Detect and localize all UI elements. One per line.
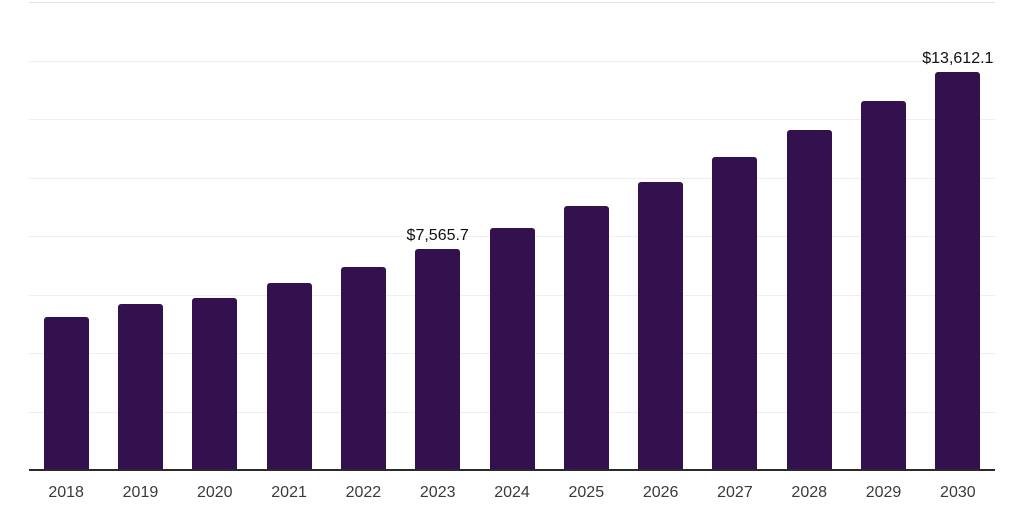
x-tick-2018: 2018 xyxy=(48,484,84,501)
x-tick-2026: 2026 xyxy=(642,484,679,501)
bar-2028[interactable] xyxy=(786,129,832,470)
x-tick-2030: 2030 xyxy=(940,484,976,501)
x-tick-2024: 2024 xyxy=(494,484,530,501)
bar-2029[interactable] xyxy=(861,101,907,470)
x-tick-2021: 2021 xyxy=(271,484,307,501)
x-tick-2020: 2020 xyxy=(196,484,233,501)
x-tick-2019: 2019 xyxy=(122,484,159,501)
bar-2025[interactable] xyxy=(563,205,609,470)
gridline-16000 xyxy=(29,2,995,3)
bar-2018[interactable] xyxy=(43,317,89,470)
bar-2030[interactable] xyxy=(935,71,981,470)
x-axis-line xyxy=(29,469,995,471)
gridline-14000 xyxy=(29,60,995,62)
x-tick-2022: 2022 xyxy=(345,484,382,501)
x-tick-2025: 2025 xyxy=(568,484,605,501)
bar-2026[interactable] xyxy=(638,181,684,470)
x-tick-2029: 2029 xyxy=(865,484,902,501)
x-tick-2027: 2027 xyxy=(717,484,753,501)
value-label-2023: $7,565.7 xyxy=(406,226,469,244)
gridline-12000 xyxy=(29,119,995,120)
bar-2021[interactable] xyxy=(266,283,312,470)
bar-2027[interactable] xyxy=(712,157,758,470)
bar-2019[interactable] xyxy=(117,304,163,470)
x-tick-2028: 2028 xyxy=(791,484,828,501)
bar-2023[interactable] xyxy=(415,248,461,470)
gridline-10000 xyxy=(29,177,995,179)
value-label-2030: $13,612.1 xyxy=(922,49,994,67)
x-tick-2023: 2023 xyxy=(419,484,456,501)
bar-2022[interactable] xyxy=(340,267,386,470)
bar-2020[interactable] xyxy=(192,298,238,470)
bar-2024[interactable] xyxy=(489,227,535,470)
